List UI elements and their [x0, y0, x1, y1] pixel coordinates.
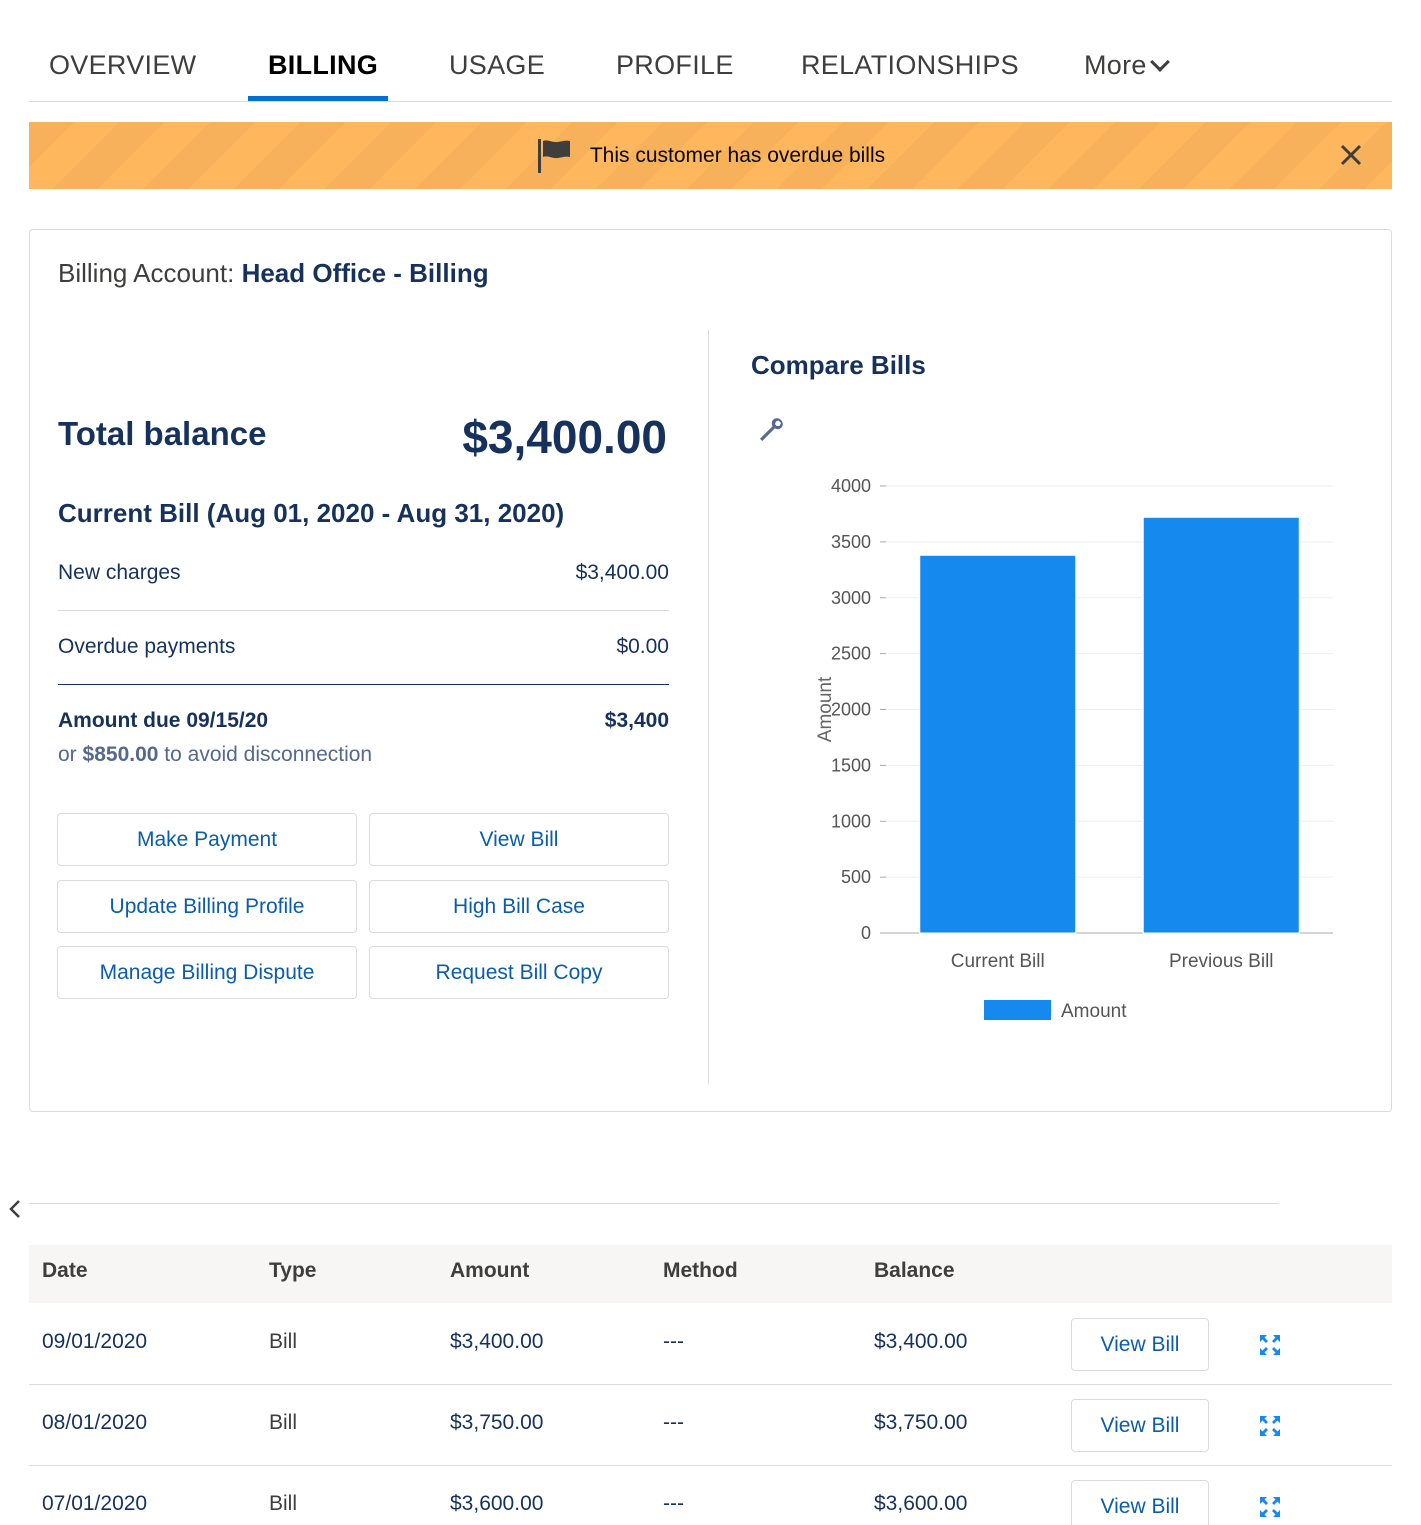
row-type: Bill [269, 1492, 298, 1515]
row-amount: $3,750.00 [450, 1411, 544, 1434]
row-balance: $3,750.00 [874, 1411, 968, 1434]
row-amount: $3,400.00 [450, 1330, 544, 1353]
high-bill-case-button[interactable]: High Bill Case [369, 880, 669, 933]
row-view-bill-button[interactable]: View Bill [1071, 1399, 1209, 1452]
row-balance: $3,400.00 [874, 1330, 968, 1353]
manage-billing-dispute-button[interactable]: Manage Billing Dispute [57, 946, 357, 999]
history-table-header: Date Type Amount Method Balance [29, 1245, 1392, 1303]
chart-y-tick-label: 3500 [831, 532, 871, 552]
total-balance-label: Total balance [58, 415, 267, 452]
make-payment-button[interactable]: Make Payment [57, 813, 357, 866]
column-amount[interactable]: Amount [450, 1259, 530, 1282]
table-row: 08/01/2020 Bill $3,750.00 --- $3,750.00 … [29, 1385, 1392, 1466]
tab-billing[interactable]: BILLING [268, 50, 379, 80]
chart-y-tick-label: 2000 [831, 700, 871, 720]
banner-text: This customer has overdue bills [589, 143, 886, 167]
chart-bar [919, 554, 1077, 934]
overdue-payments-row: Overdue payments $0.00 [58, 635, 669, 659]
view-bill-button[interactable]: View Bill [369, 813, 669, 866]
billing-account-card: Billing Account: Head Office - Billing T… [29, 229, 1392, 1112]
row-type: Bill [269, 1411, 298, 1434]
compare-bills-title: Compare Bills [751, 350, 926, 380]
amount-due-label: Amount due 09/15/20 [58, 709, 269, 732]
chart-x-tick-label: Previous Bill [1169, 951, 1274, 972]
chart-y-tick-label: 0 [861, 923, 871, 943]
row-method: --- [663, 1330, 684, 1353]
chart-y-tick-label: 2500 [831, 644, 871, 664]
chart-y-tick-label: 1500 [831, 755, 871, 775]
wrench-icon[interactable] [757, 416, 785, 444]
tab-relationships[interactable]: RELATIONSHIPS [801, 50, 1019, 80]
expand-icon[interactable] [1258, 1495, 1282, 1519]
total-balance-value: $3,400.00 [462, 411, 667, 463]
disconnection-note: or $850.00 to avoid disconnection [58, 743, 372, 767]
row-date: 08/01/2020 [42, 1411, 148, 1434]
column-date[interactable]: Date [42, 1259, 88, 1282]
amount-due-value: $3,400 [604, 709, 669, 732]
billing-account-label: Billing Account: [58, 258, 235, 288]
billing-account-title: Billing Account: Head Office - Billing [58, 258, 489, 289]
current-bill-heading: Current Bill (Aug 01, 2020 - Aug 31, 202… [58, 498, 565, 528]
vertical-divider [708, 330, 709, 1084]
overdue-payments-value: $0.00 [616, 635, 669, 658]
tab-overview[interactable]: OVERVIEW [49, 50, 197, 80]
flag-icon [537, 138, 570, 173]
chart-y-tick-label: 4000 [831, 476, 871, 496]
note-amount: $850.00 [82, 743, 159, 766]
row-view-bill-button[interactable]: View Bill [1071, 1480, 1209, 1525]
column-balance[interactable]: Balance [874, 1259, 955, 1282]
tab-profile[interactable]: PROFILE [616, 50, 734, 80]
chart-y-tick-label: 1000 [831, 811, 871, 831]
overdue-warning-banner: This customer has overdue bills [29, 122, 1392, 189]
billing-account-name[interactable]: Head Office - Billing [241, 258, 489, 288]
table-row: 07/01/2020 Bill $3,600.00 --- $3,600.00 … [29, 1466, 1392, 1525]
close-icon[interactable] [1338, 142, 1364, 168]
chevron-down-icon [1149, 52, 1170, 72]
banner-message-group: This customer has overdue bills [536, 137, 885, 175]
row-view-bill-button[interactable]: View Bill [1071, 1318, 1209, 1371]
chart-y-tick-label: 500 [841, 867, 871, 887]
note-prefix: or [58, 743, 77, 766]
column-type[interactable]: Type [269, 1259, 317, 1282]
tab-more-label: More [1084, 50, 1147, 80]
row-date: 09/01/2020 [42, 1330, 148, 1353]
tab-more[interactable]: More [1084, 50, 1170, 81]
new-charges-row: New charges $3,400.00 [58, 561, 669, 585]
history-divider [29, 1203, 1279, 1204]
amount-due-row: Amount due 09/15/20 $3,400 [58, 709, 669, 733]
table-row: 09/01/2020 Bill $3,400.00 --- $3,400.00 … [29, 1304, 1392, 1385]
update-billing-profile-button[interactable]: Update Billing Profile [57, 880, 357, 933]
active-tab-indicator [248, 96, 388, 101]
total-divider [58, 684, 669, 685]
row-date: 07/01/2020 [42, 1492, 148, 1515]
new-charges-value: $3,400.00 [575, 561, 669, 584]
tab-usage[interactable]: USAGE [449, 50, 546, 80]
row-divider [58, 610, 669, 611]
row-balance: $3,600.00 [874, 1492, 968, 1515]
chart-legend-swatch [984, 1000, 1051, 1020]
row-method: --- [663, 1492, 684, 1515]
chart-x-tick-label: Current Bill [951, 951, 1045, 972]
chart-legend-label: Amount [1061, 1001, 1127, 1022]
row-method: --- [663, 1411, 684, 1434]
note-suffix: to avoid disconnection [164, 743, 373, 766]
tab-bar: OVERVIEW BILLING USAGE PROFILE RELATIONS… [29, 0, 1392, 102]
compare-bills-chart: 0 500 1000 1500 2000 2500 3000 3500 4000 Current … [815, 476, 1333, 1022]
overdue-payments-label: Overdue payments [58, 635, 236, 658]
expand-icon[interactable] [1258, 1333, 1282, 1357]
request-bill-copy-button[interactable]: Request Bill Copy [369, 946, 669, 999]
row-type: Bill [269, 1330, 298, 1353]
new-charges-label: New charges [58, 561, 181, 584]
chevron-left-icon[interactable] [6, 1197, 24, 1221]
row-amount: $3,600.00 [450, 1492, 544, 1515]
chart-y-tick-label: 3000 [831, 588, 871, 608]
expand-icon[interactable] [1258, 1414, 1282, 1438]
chart-bar [1142, 516, 1300, 934]
column-method[interactable]: Method [663, 1259, 738, 1282]
chart-y-axis-label: Amount [815, 676, 836, 742]
